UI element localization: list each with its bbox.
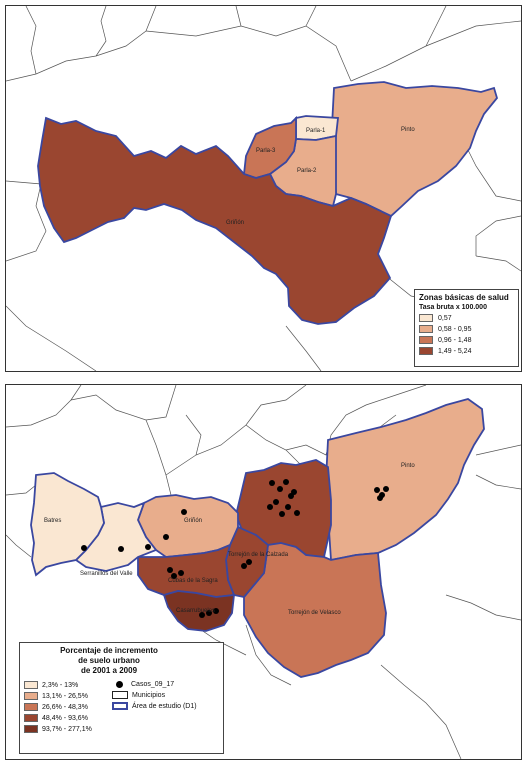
top-legend-label: 0,57 (438, 314, 452, 322)
label-torrejon-calzada: Torrejón de la Calzada (228, 552, 289, 558)
zone-pinto (331, 81, 498, 218)
case-point (273, 499, 279, 505)
bottom-legend-label: 26,6% - 48,3% (42, 703, 88, 711)
bottom-legend-item: 26,6% - 48,3% (24, 703, 112, 711)
label-parla-3: Parla-3 (256, 148, 276, 154)
swatch-class-5 (24, 725, 38, 733)
zone-grinon (37, 116, 393, 325)
case-point (171, 573, 177, 579)
swatch-class-4 (419, 347, 433, 355)
bottom-legend-symbols: Casos_09_17 Municipios Área de estudio (… (112, 681, 217, 733)
bottom-legend-label: 93,7% - 277,1% (42, 725, 92, 733)
label-grinon: Griñón (184, 518, 202, 524)
case-point (206, 610, 212, 616)
bottom-legend-item: 2,3% - 13% (24, 681, 112, 689)
zone-parla-3 (243, 115, 297, 179)
bottom-legend-item: Área de estudio (D1) (112, 702, 217, 710)
case-point (277, 486, 283, 492)
background-municipality-lines (6, 6, 521, 371)
label-parla-1: Parla-1 (306, 128, 326, 134)
top-legend-title: Zonas básicas de salud (419, 293, 509, 302)
case-point (377, 495, 383, 501)
swatch-class-1 (419, 314, 433, 322)
bottom-legend-label: 13,1% - 26,5% (42, 692, 88, 700)
muni-torrejon-velasco (243, 542, 387, 678)
bottom-legend-label: 48,4% - 93,6% (42, 714, 88, 722)
study-area-outline-icon (112, 702, 128, 710)
bottom-legend-item: 13,1% - 26,5% (24, 692, 112, 700)
case-point (374, 487, 380, 493)
bottom-legend-label: Municipios (132, 691, 166, 699)
case-point (246, 559, 252, 565)
label-parla-2: Parla-2 (297, 168, 317, 174)
bottom-legend-title-line: de 2001 a 2009 (80, 666, 138, 675)
case-point (178, 570, 184, 576)
label-cubas: Cubas de la Sagra (168, 578, 218, 584)
label-grinon: Griñón (226, 220, 244, 226)
case-point (283, 479, 289, 485)
label-serranillos: Serranillos del Valle (80, 571, 133, 577)
bottom-legend-title-line: Porcentaje de incremento (60, 646, 158, 655)
top-legend-item: 0,57 (419, 314, 514, 322)
top-legend-item: 1,49 - 5,24 (419, 347, 514, 355)
top-legend-label: 0,58 - 0,95 (438, 325, 472, 333)
health-zones-map: Parla-1 Parla-2 Parla-3 Pinto Griñón Zon… (5, 5, 522, 372)
top-legend-item: 0,58 - 0,95 (419, 325, 514, 333)
label-casarrubuelos: Casarrubuelos (176, 608, 215, 614)
bottom-legend-item: 48,4% - 93,6% (24, 714, 112, 722)
case-point (145, 544, 151, 550)
case-point (285, 504, 291, 510)
case-point (167, 567, 173, 573)
label-pinto: Pinto (401, 463, 415, 469)
top-legend-item: 0,96 - 1,48 (419, 336, 514, 344)
top-legend-subtitle: Tasa bruta x 100.000 (419, 304, 487, 311)
swatch-class-2 (419, 325, 433, 333)
label-batres: Batres (44, 518, 61, 524)
bottom-legend-item: Municipios (112, 691, 217, 699)
case-point (291, 489, 297, 495)
top-legend-label: 0,96 - 1,48 (438, 336, 472, 344)
bottom-legend-item: 93,7% - 277,1% (24, 725, 112, 733)
label-pinto: Pinto (401, 127, 415, 133)
case-point (269, 480, 275, 486)
label-torrejon-velasco: Torrejón de Velasco (288, 610, 341, 616)
top-legend: Zonas básicas de salud Tasa bruta x 100.… (414, 289, 519, 367)
case-point (279, 511, 285, 517)
bottom-legend-classes: 2,3% - 13% 13,1% - 26,5% 26,6% - 48,3% 4… (24, 681, 112, 733)
municipality-outline-icon (112, 691, 128, 699)
bottom-legend-label: Área de estudio (D1) (132, 702, 197, 710)
bottom-legend-title-line: de suelo urbano (78, 656, 140, 665)
case-point (241, 563, 247, 569)
case-point (81, 545, 87, 551)
health-zones-map-canvas: Parla-1 Parla-2 Parla-3 Pinto Griñón (6, 6, 521, 371)
bottom-legend-label: Casos_09_17 (131, 681, 175, 688)
case-point-icon (116, 681, 123, 688)
case-point (181, 509, 187, 515)
case-point (383, 486, 389, 492)
muni-cubas (137, 543, 236, 598)
muni-pinto (325, 398, 485, 562)
case-point (213, 608, 219, 614)
case-point (163, 534, 169, 540)
bottom-legend-label: 2,3% - 13% (42, 681, 79, 689)
swatch-class-2 (24, 692, 38, 700)
urban-land-growth-map: Batres Serranillos del Valle Griñón Cuba… (5, 384, 522, 760)
case-point (294, 510, 300, 516)
bottom-legend: Porcentaje de incremento de suelo urbano… (19, 642, 224, 754)
muni-casarrubuelos (162, 590, 236, 632)
top-legend-label: 1,49 - 5,24 (438, 347, 472, 355)
swatch-class-3 (419, 336, 433, 344)
bottom-legend-item: Casos_09_17 (112, 681, 217, 688)
swatch-class-1 (24, 681, 38, 689)
swatch-class-4 (24, 714, 38, 722)
bottom-legend-title: Porcentaje de incremento de suelo urbano… (34, 646, 184, 676)
urban-land-growth-map-canvas: Batres Serranillos del Valle Griñón Cuba… (6, 385, 521, 759)
case-point (267, 504, 273, 510)
case-point (199, 612, 205, 618)
case-point (118, 546, 124, 552)
swatch-class-3 (24, 703, 38, 711)
case-points (81, 479, 389, 618)
